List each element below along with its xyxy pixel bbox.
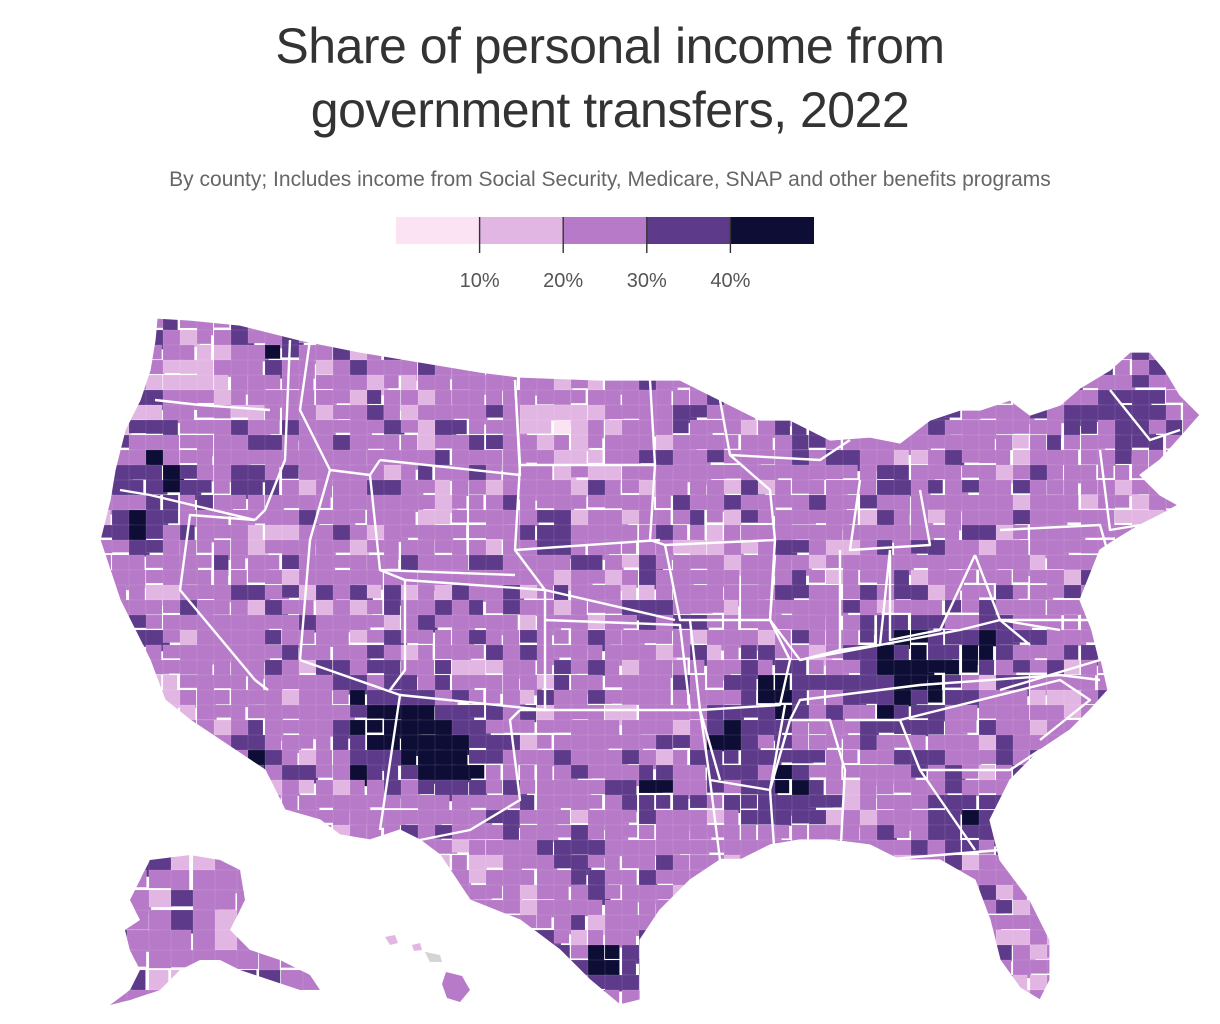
state-border-6: [298, 469, 332, 661]
title-line-2: government transfers, 2022: [310, 82, 910, 138]
state-border-24: [845, 718, 976, 851]
state-border-36: [729, 439, 851, 462]
state-borders: [99, 317, 1201, 1006]
legend-swatch-4: [646, 217, 731, 244]
state-border-11: [299, 658, 402, 831]
title-line-1: Share of personal income from: [275, 18, 945, 74]
state-border-20: [688, 619, 792, 712]
legend-svg: 10% 20% 30% 40%: [396, 217, 814, 292]
conus-outline: [99, 317, 1201, 1006]
state-border-17: [419, 709, 522, 842]
state-border-21: [698, 704, 787, 792]
state-border-4: [178, 513, 269, 691]
state-border-9: [379, 568, 516, 577]
state-border-39: [1109, 389, 1181, 442]
alaska-counties: [110, 855, 320, 1005]
legend-label-2: 20%: [543, 270, 583, 292]
state-border-27: [838, 549, 892, 652]
state-border-23: [768, 718, 847, 861]
legend-swatch-3: [563, 217, 648, 244]
state-border-3: [254, 339, 292, 521]
state-border-22: [708, 779, 777, 862]
state-border-1: [119, 488, 256, 522]
state-border-12: [513, 379, 657, 467]
chart-title: Share of personal income from government…: [0, 14, 1220, 142]
chart-subtitle: By county; Includes income from Social S…: [169, 168, 1051, 191]
state-border-33: [899, 678, 1092, 741]
color-legend: 10% 20% 30% 40%: [396, 217, 814, 297]
state-border-38: [1098, 449, 1141, 532]
legend-swatch-2: [479, 217, 564, 244]
legend-swatch-1: [396, 217, 481, 244]
state-border-28: [888, 550, 977, 642]
state-border-35: [879, 848, 1001, 862]
state-border-37: [848, 479, 932, 552]
state-border-10: [399, 578, 547, 712]
state-border-29: [799, 618, 1031, 662]
state-border-25: [788, 673, 1101, 721]
us-county-map: [0, 300, 1220, 1020]
state-border-15: [544, 618, 692, 711]
state-border-14: [514, 549, 676, 622]
legend-swatch-5: [730, 217, 814, 244]
state-border-34: [920, 749, 1041, 772]
legend-label-1: 10%: [460, 270, 500, 292]
map-svg: [99, 317, 1201, 1006]
state-border-26: [768, 539, 841, 662]
legend-label-3: 30%: [627, 270, 667, 292]
state-border-31: [999, 523, 1112, 561]
hawaii-counties: [385, 935, 470, 1002]
state-border-2: [154, 398, 271, 412]
legend-label-4: 40%: [710, 270, 750, 292]
